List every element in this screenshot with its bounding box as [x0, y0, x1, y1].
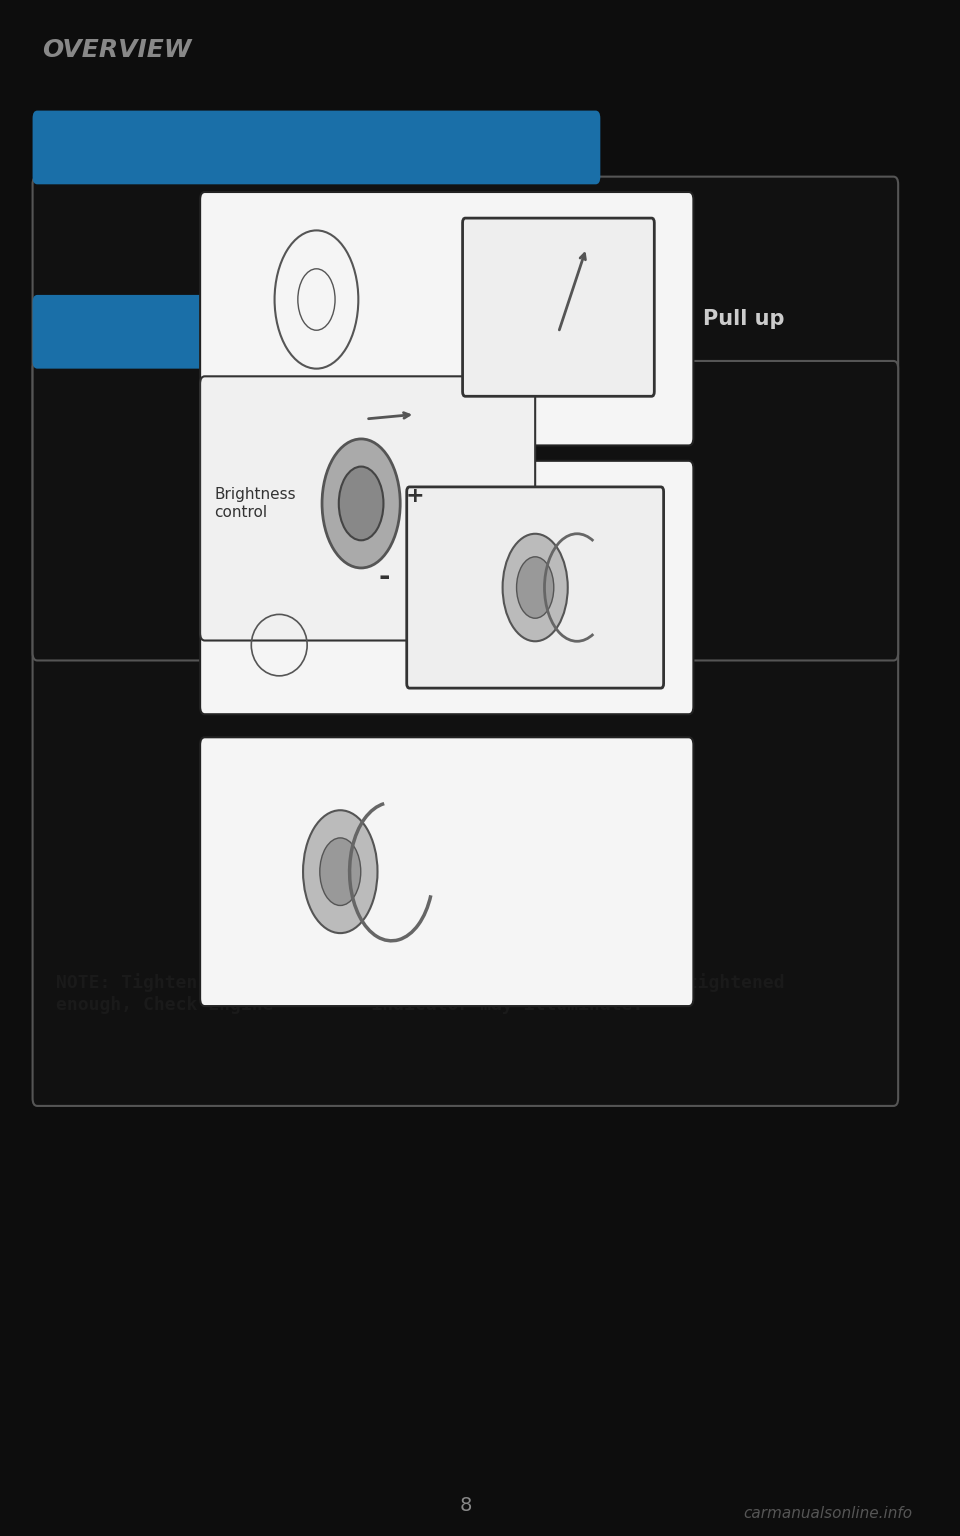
Text: carmanualsonline.info: carmanualsonline.info: [743, 1505, 912, 1521]
FancyBboxPatch shape: [200, 737, 693, 1006]
FancyBboxPatch shape: [200, 376, 535, 641]
Text: 8: 8: [459, 1496, 471, 1514]
FancyBboxPatch shape: [33, 177, 899, 1106]
Circle shape: [516, 558, 554, 619]
FancyBboxPatch shape: [33, 295, 628, 369]
Text: Fuel tank door release and cap: Fuel tank door release and cap: [51, 134, 536, 161]
FancyBboxPatch shape: [407, 487, 663, 688]
Text: NOTE: Tighten until one click is heard. If the cap is not tightened
enough, Chec: NOTE: Tighten until one click is heard. …: [56, 972, 784, 1014]
Circle shape: [303, 811, 377, 934]
Circle shape: [503, 535, 567, 642]
Text: OVERVIEW: OVERVIEW: [42, 38, 191, 63]
Circle shape: [339, 467, 383, 541]
Circle shape: [320, 839, 361, 906]
FancyBboxPatch shape: [200, 192, 693, 445]
FancyBboxPatch shape: [200, 461, 693, 714]
Circle shape: [322, 439, 400, 568]
FancyBboxPatch shape: [463, 218, 655, 396]
FancyBboxPatch shape: [33, 111, 600, 184]
Text: +: +: [406, 485, 424, 505]
Text: Store: Store: [469, 777, 521, 797]
FancyBboxPatch shape: [33, 361, 899, 660]
Text: Pull up: Pull up: [703, 309, 784, 329]
Text: Light control-Instrument panel: Light control-Instrument panel: [51, 318, 534, 346]
Text: Turn: Turn: [703, 578, 755, 598]
Text: Brightness
control: Brightness control: [214, 487, 296, 519]
Text: -: -: [378, 564, 390, 591]
